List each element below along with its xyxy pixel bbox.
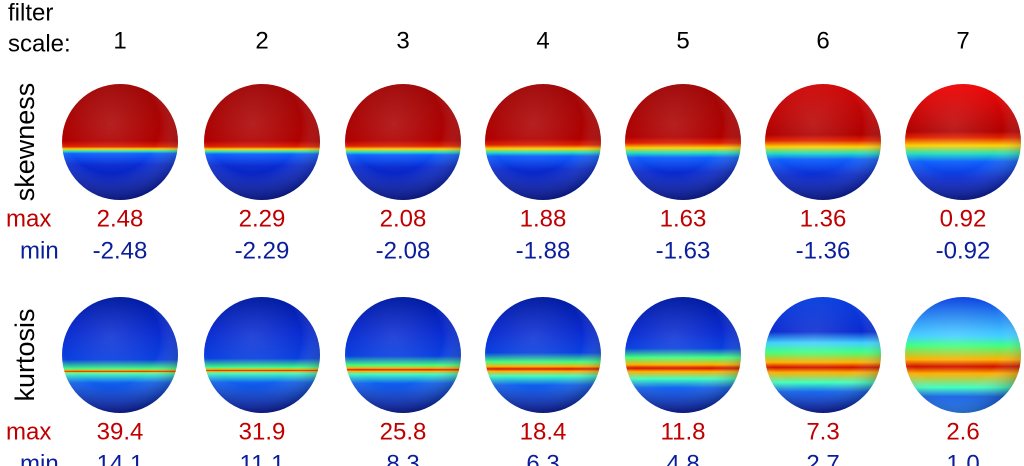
scale-label: 3 xyxy=(396,27,409,54)
row-label: skewness xyxy=(10,83,40,202)
scale-label: 6 xyxy=(816,27,829,54)
sphere-shade xyxy=(765,84,881,200)
min-value: -0.92 xyxy=(936,237,991,264)
sphere-shade xyxy=(625,297,741,413)
scale-label: 1 xyxy=(113,27,126,54)
scale-label: 2 xyxy=(255,27,268,54)
min-label: min xyxy=(20,237,59,264)
min-value: -1.88 xyxy=(516,237,571,264)
sphere-shade xyxy=(345,84,461,200)
sphere-shade xyxy=(485,84,601,200)
sphere-shade xyxy=(345,297,461,413)
max-value: 2.6 xyxy=(946,418,979,445)
header-label: scale: xyxy=(8,30,71,57)
max-value: 2.48 xyxy=(97,205,144,232)
sphere-shade xyxy=(625,84,741,200)
max-value: 1.88 xyxy=(520,205,567,232)
sphere-shade xyxy=(204,84,320,200)
min-value: -2.08 xyxy=(376,237,431,264)
sphere-shade xyxy=(204,297,320,413)
sphere-shade xyxy=(485,297,601,413)
max-value: 7.3 xyxy=(806,418,839,445)
max-value: 18.4 xyxy=(520,418,567,445)
max-value: 31.9 xyxy=(239,418,286,445)
max-label: max xyxy=(6,418,51,445)
max-value: 11.8 xyxy=(661,418,706,445)
min-value: 6.3 xyxy=(526,450,559,466)
max-value: 39.4 xyxy=(97,418,144,445)
max-value: 1.63 xyxy=(660,205,707,232)
max-value: 0.92 xyxy=(940,205,987,232)
sphere-shade xyxy=(62,84,178,200)
header-label: filter xyxy=(8,0,53,26)
scale-label: 7 xyxy=(956,27,969,54)
min-value: 11.1 xyxy=(240,450,285,466)
sphere-shade xyxy=(905,84,1021,200)
min-value: -1.63 xyxy=(656,237,711,264)
row-label: kurtosis xyxy=(10,308,40,401)
min-value: 8.3 xyxy=(386,450,419,466)
min-value: 14.1 xyxy=(97,450,144,466)
max-value: 2.08 xyxy=(380,205,427,232)
min-value: -2.29 xyxy=(235,237,290,264)
sphere-shade xyxy=(62,297,178,413)
min-value: -1.36 xyxy=(796,237,851,264)
sphere-shade xyxy=(765,297,881,413)
sphere-shade xyxy=(905,297,1021,413)
min-label: min xyxy=(20,450,59,466)
max-label: max xyxy=(6,205,51,232)
scale-label: 4 xyxy=(536,27,549,54)
min-value: 2.7 xyxy=(806,450,839,466)
min-value: 4.8 xyxy=(666,450,699,466)
scale-label: 5 xyxy=(676,27,689,54)
min-value: 1.0 xyxy=(946,450,979,466)
min-value: -2.48 xyxy=(93,237,148,264)
max-value: 25.8 xyxy=(380,418,427,445)
max-value: 2.29 xyxy=(239,205,286,232)
max-value: 1.36 xyxy=(800,205,847,232)
